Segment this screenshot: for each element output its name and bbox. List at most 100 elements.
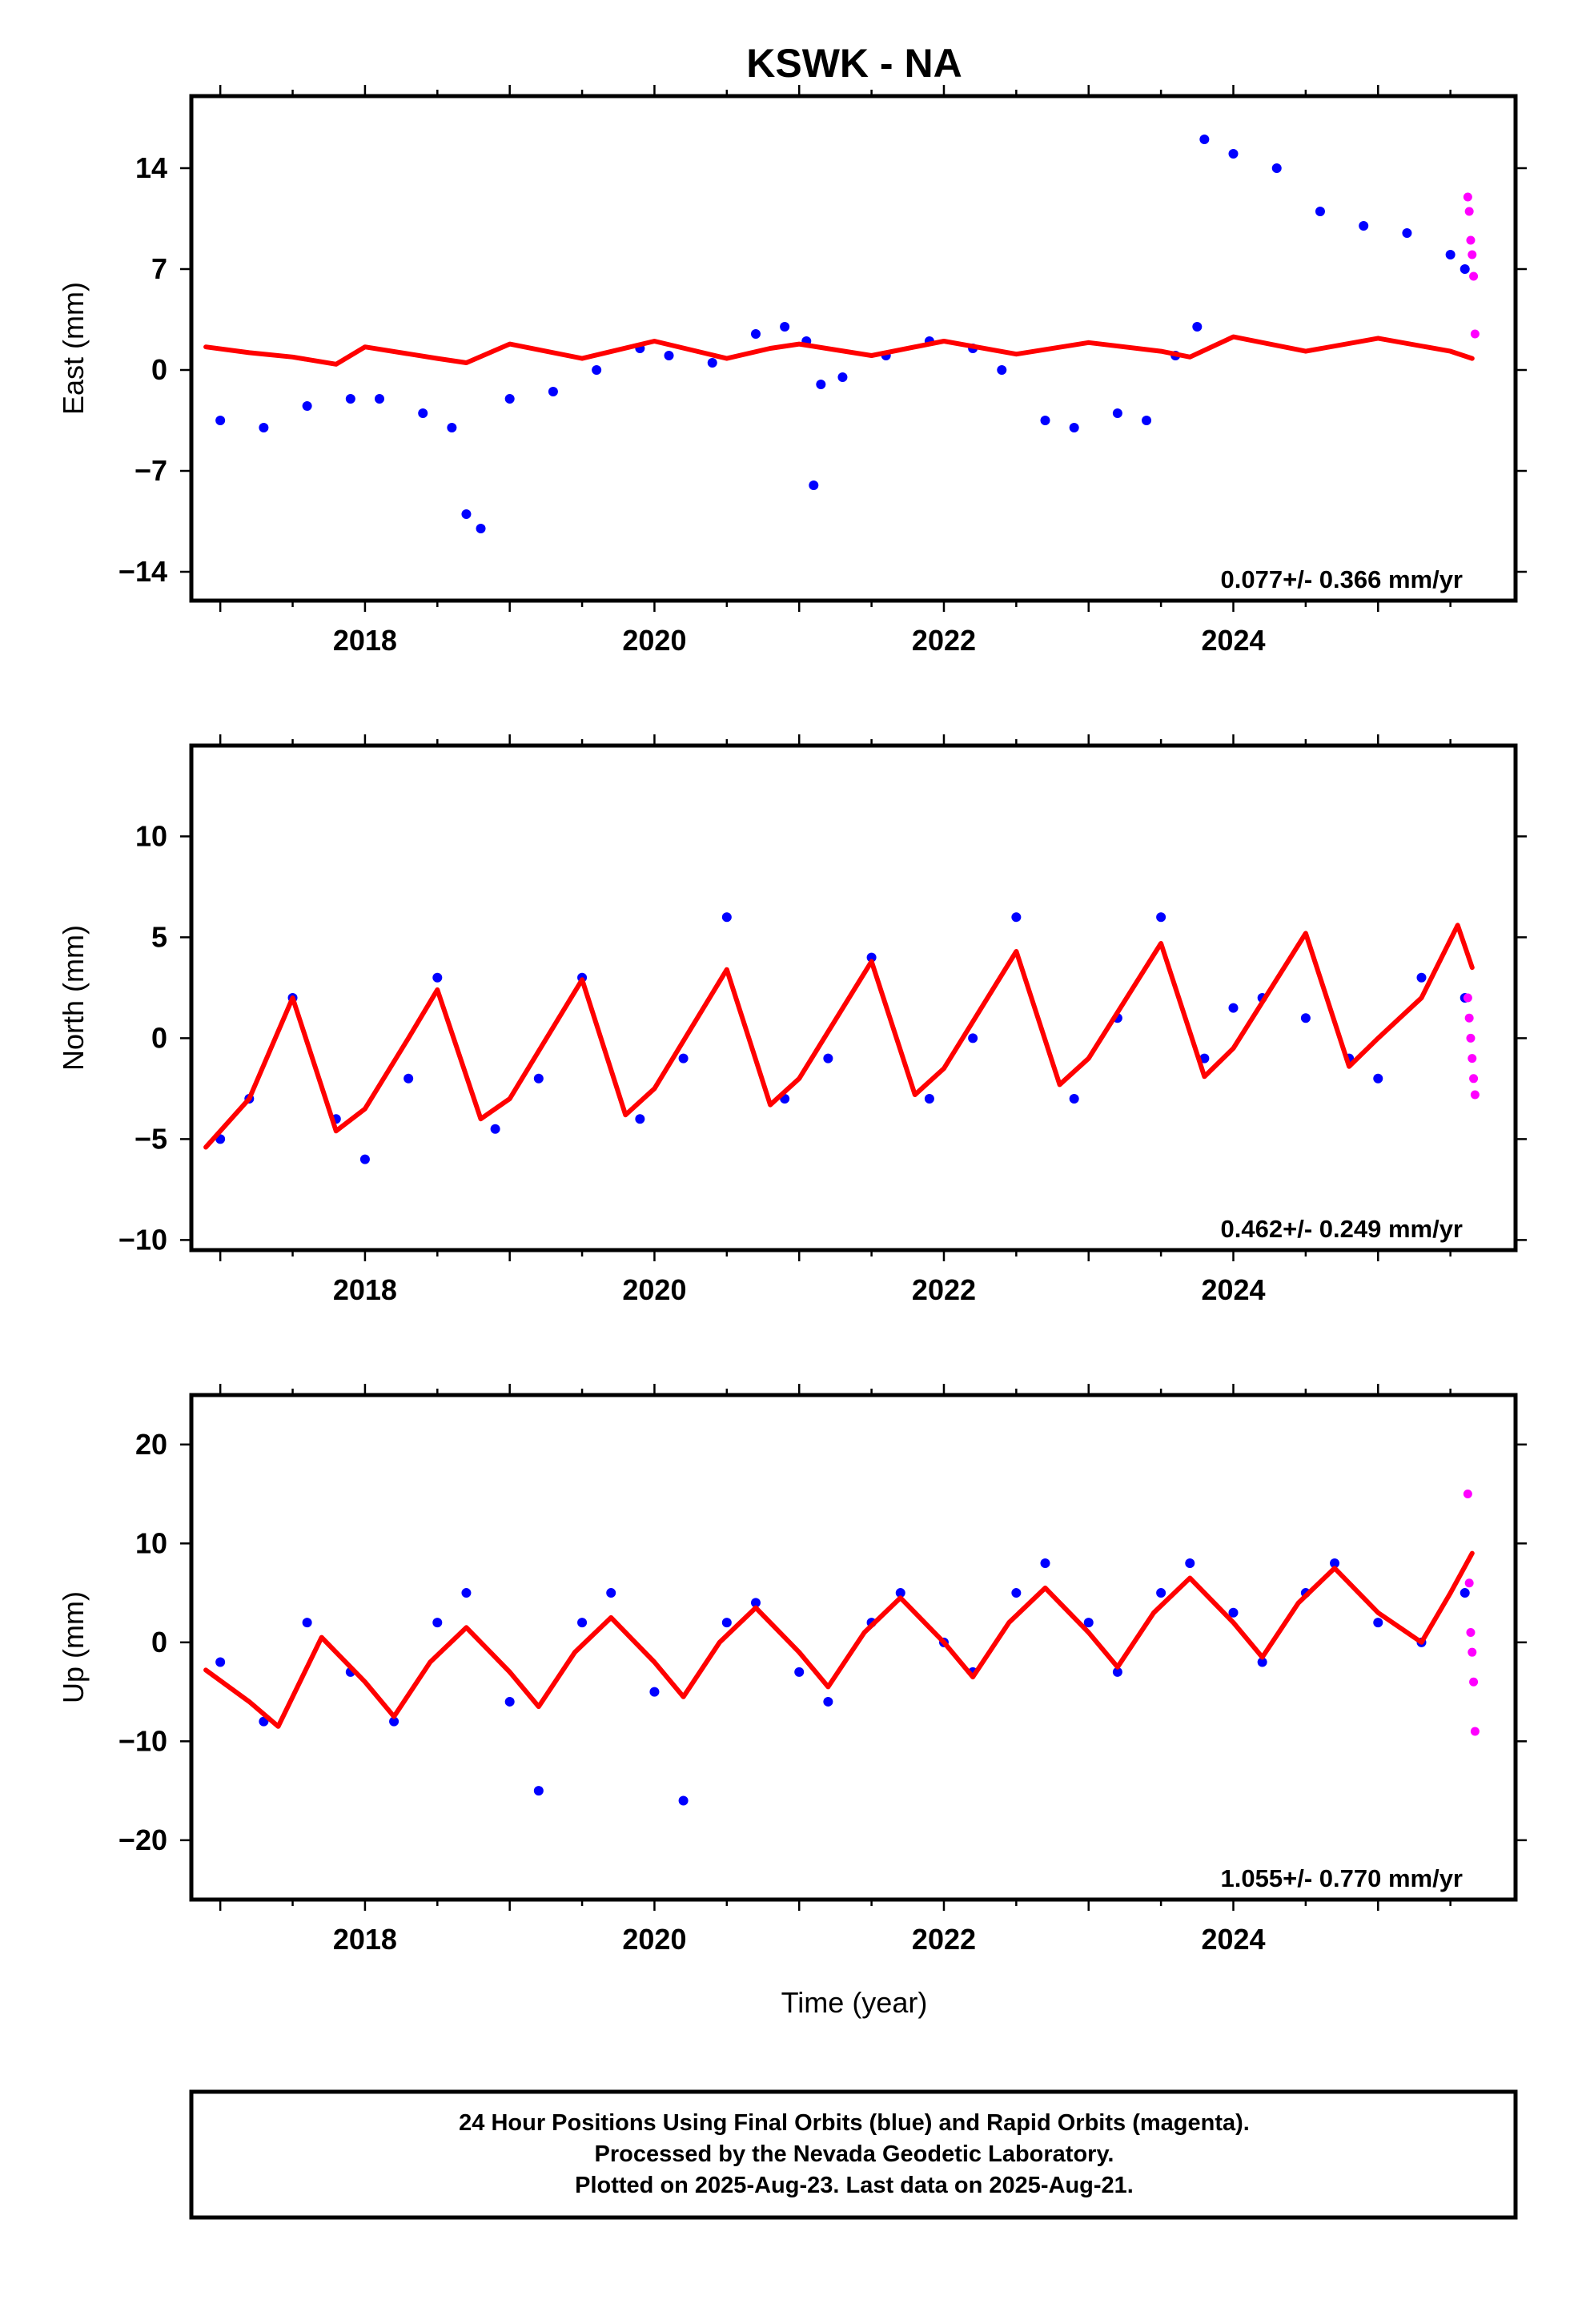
rapid-orbit-point (1463, 993, 1472, 1003)
final-orbit-point (1069, 1094, 1079, 1104)
final-orbit-point (432, 972, 443, 983)
final-orbit-point (1142, 416, 1152, 425)
y-axis-label: East (mm) (57, 282, 90, 415)
final-orbit-point (504, 394, 515, 404)
final-orbit-point (533, 1786, 544, 1796)
final-orbit-point (1460, 1588, 1470, 1598)
final-orbit-point (707, 358, 717, 368)
footer-line-2: Processed by the Nevada Geodetic Laborat… (595, 2141, 1114, 2167)
final-orbit-point (1199, 135, 1210, 144)
final-orbit-point (1460, 264, 1470, 274)
x-tick-label: 2018 (333, 1273, 397, 1306)
final-orbit-point (490, 1124, 500, 1134)
y-axis-label: North (mm) (57, 925, 90, 1071)
x-tick-label: 2018 (333, 1923, 397, 1956)
final-orbit-point (1271, 163, 1282, 173)
y-tick-label: −7 (135, 454, 167, 487)
final-orbit-point (837, 372, 848, 382)
final-orbit-point (1359, 221, 1369, 231)
x-axis-label: Time (year) (781, 1986, 928, 2019)
final-orbit-point (374, 394, 384, 404)
x-tick-label: 2024 (1201, 1923, 1265, 1956)
y-tick-label: 0 (151, 1626, 167, 1659)
final-orbit-point (823, 1053, 833, 1063)
final-orbit-point (404, 1073, 414, 1084)
rapid-orbit-point (1468, 250, 1477, 259)
final-orbit-point (345, 394, 355, 404)
rapid-orbit-point (1466, 1627, 1476, 1637)
final-orbit-point (664, 351, 674, 360)
final-orbit-point (461, 1588, 472, 1598)
final-orbit-point (1156, 1588, 1166, 1598)
final-orbit-point (606, 1588, 616, 1598)
x-tick-label: 2022 (912, 1923, 976, 1956)
x-tick-label: 2020 (622, 1923, 686, 1956)
final-orbit-point (816, 380, 826, 389)
rapid-orbit-point (1464, 1578, 1474, 1588)
final-orbit-point (750, 1598, 761, 1608)
final-orbit-point (678, 1795, 689, 1806)
model-curve (203, 334, 1475, 367)
final-orbit-point (1257, 1657, 1267, 1667)
y-tick-label: 7 (151, 252, 167, 285)
final-orbit-point (302, 1618, 312, 1628)
final-orbit-point (432, 1618, 443, 1628)
final-orbit-point (1040, 1558, 1050, 1568)
panel-2: 2018 2020 2022 2024 10 5 0 −5 −10 North (mm) 0.462… (57, 734, 1527, 1306)
final-orbit-point (1192, 322, 1203, 332)
final-orbit-point (1373, 1618, 1383, 1628)
final-orbit-point (1402, 228, 1412, 238)
rapid-orbit-point (1469, 1074, 1479, 1084)
final-orbit-point (1228, 1607, 1239, 1618)
rapid-orbit-point (1469, 271, 1479, 281)
rapid-orbit-point (1468, 1054, 1477, 1063)
final-orbit-point (1416, 972, 1427, 983)
y-tick-label: 14 (135, 151, 167, 184)
rapid-orbit-point (1463, 1490, 1472, 1499)
final-orbit-point (418, 408, 428, 418)
rapid-orbit-point (1464, 207, 1474, 216)
final-orbit-point (447, 423, 457, 432)
y-tick-label: −5 (135, 1122, 167, 1155)
final-orbit-point (1445, 250, 1456, 259)
x-tick-label: 2022 (912, 624, 976, 657)
final-orbit-point (577, 1618, 588, 1628)
final-orbit-point (1069, 423, 1079, 432)
final-orbit-point (504, 1696, 515, 1707)
final-orbit-point (1373, 1073, 1383, 1084)
rapid-orbit-point (1470, 1090, 1480, 1100)
final-orbit-point (1040, 416, 1050, 425)
final-orbit-point (592, 365, 602, 375)
plot-frame (189, 743, 1518, 1252)
velocity-label: 0.077+/- 0.366 mm/yr (1221, 565, 1463, 593)
final-orbit-point (866, 952, 877, 963)
rapid-orbit-point (1470, 329, 1480, 339)
final-orbit-point (997, 365, 1007, 375)
final-orbit-point (809, 480, 819, 490)
final-orbit-point (359, 1154, 370, 1164)
model-curve (203, 1550, 1475, 1729)
rapid-orbit-point (1464, 1013, 1474, 1023)
final-orbit-point (1011, 912, 1022, 923)
final-orbit-point (750, 329, 761, 339)
final-orbit-point (1083, 1618, 1094, 1628)
y-tick-label: 10 (135, 1526, 167, 1559)
x-tick-label: 2020 (622, 1273, 686, 1306)
y-tick-label: −20 (118, 1823, 167, 1856)
final-orbit-point (968, 1033, 978, 1043)
x-tick-label: 2022 (912, 1273, 976, 1306)
velocity-label: 1.055+/- 0.770 mm/yr (1221, 1864, 1463, 1892)
final-orbit-point (389, 1716, 400, 1727)
x-tick-label: 2018 (333, 624, 397, 657)
final-orbit-point (924, 1094, 934, 1104)
final-orbit-point (721, 1618, 732, 1628)
x-tick-label: 2024 (1201, 1273, 1265, 1306)
panel-3: 2018 2020 2022 2024 20 10 0 −10 −20 Up (mm) 1.055+… (57, 1384, 1527, 1956)
chart-title: KSWK - NA (746, 41, 962, 86)
final-orbit-point (780, 322, 790, 332)
final-orbit-point (794, 1667, 805, 1677)
y-tick-label: 0 (151, 1021, 167, 1054)
footer-line-3: Plotted on 2025-Aug-23. Last data on 202… (575, 2173, 1134, 2198)
final-orbit-point (1112, 1667, 1122, 1677)
